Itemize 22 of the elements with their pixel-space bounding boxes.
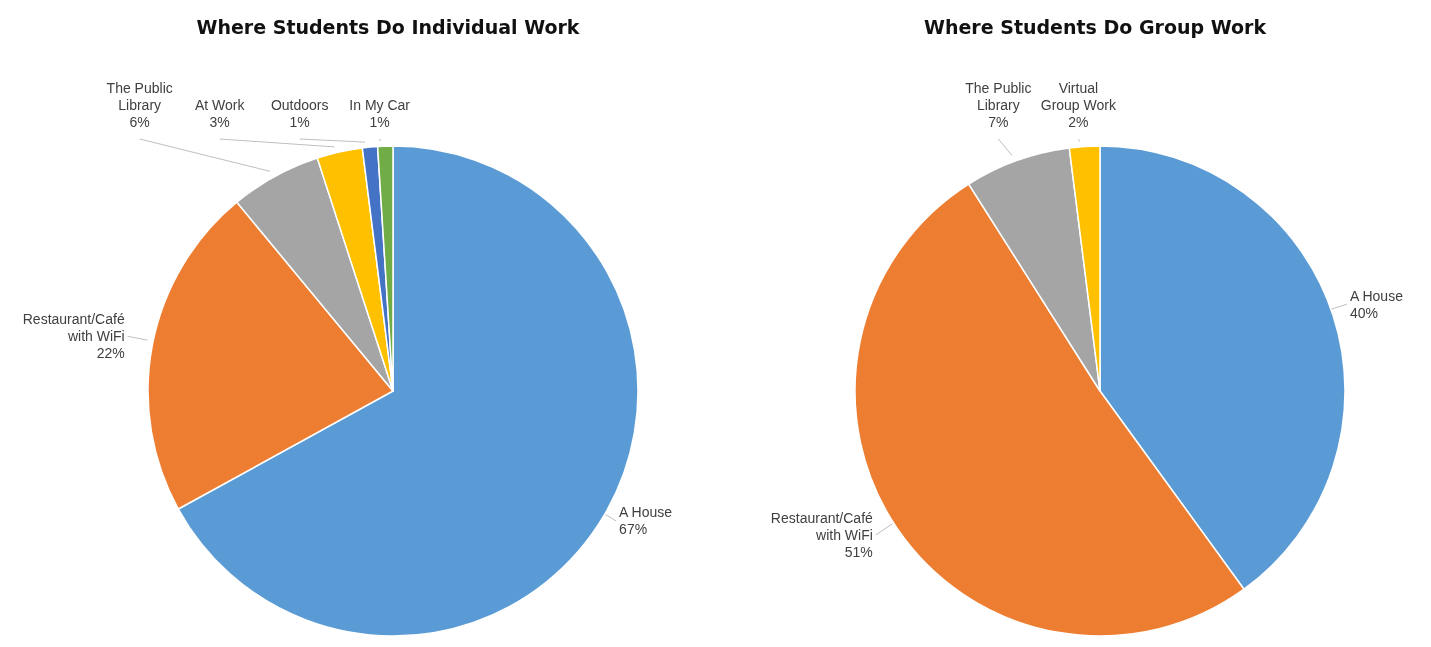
data-label: 7% <box>988 114 1009 130</box>
data-label: 3% <box>209 114 230 130</box>
slice-label: Restaurant/Café with WiFi <box>770 509 874 543</box>
chart-title: Where Students Do Individual Work <box>196 16 580 38</box>
data-label: 67% <box>619 521 648 538</box>
slice-label: In My Car <box>349 97 411 113</box>
data-label: 1% <box>289 114 310 130</box>
slice-label: At Work <box>194 97 246 113</box>
data-label: 6% <box>129 114 150 130</box>
data-label: 1% <box>369 114 390 130</box>
slice-label: The Public Library <box>965 80 1032 113</box>
data-label: 2% <box>1068 114 1089 130</box>
data-label: 22% <box>96 345 125 362</box>
slice-label: A House <box>619 504 673 521</box>
chart-title: Where Students Do Group Work <box>923 16 1267 38</box>
data-label: 40% <box>1350 304 1379 321</box>
slice-label: The Public Library <box>106 80 173 113</box>
slice-label: Outdoors <box>270 97 329 113</box>
slice-label: Virtual Group Work <box>1040 80 1117 113</box>
data-label: 51% <box>844 543 873 560</box>
slice-label: Restaurant/Café with WiFi <box>22 311 125 345</box>
slice-label: A House <box>1350 287 1404 304</box>
